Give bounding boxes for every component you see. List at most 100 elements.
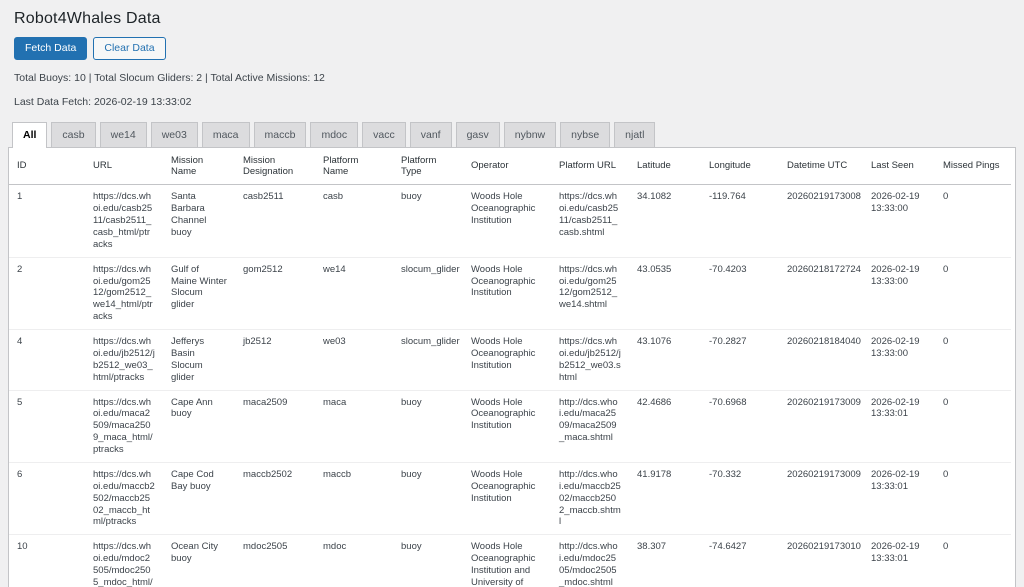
column-header-platform-name: Platform Name (315, 147, 393, 186)
cell: 20260219173009 (787, 396, 861, 408)
table-body: 1 https://dcs.whoi.edu/casb2511/casb2511_… (9, 185, 1011, 587)
column-header-missed-pings: Missed Pings (935, 147, 1011, 186)
cell: 0 (943, 396, 949, 408)
cell: 2026-02-19 13:33:01 (871, 396, 920, 420)
cell: 42.4686 (637, 396, 672, 408)
table-row: 4 https://dcs.whoi.edu/jb2512/jb2512_we03… (9, 330, 1011, 391)
cell: 2 (17, 263, 23, 275)
cell: 0 (943, 541, 949, 553)
cell: 0 (943, 336, 949, 348)
cell: https://dcs.whoi.edu/mdoc2505/mdoc2505_m… (93, 541, 153, 587)
tab-maccb[interactable]: maccb (253, 121, 307, 147)
table-row: 2 https://dcs.whoi.edu/gom2512/gom2512_we… (9, 257, 1011, 330)
cell: 0 (943, 263, 949, 275)
tab-vanf[interactable]: vanf (409, 121, 452, 147)
cell: -70.4203 (709, 263, 747, 275)
data-panel: ID URL Mission Name Mission Designation Plat… (8, 146, 1016, 587)
cell: buoy (401, 468, 422, 480)
cell: Cape Ann buoy (171, 396, 213, 420)
cell: https://dcs.whoi.edu/maccb2502/maccb2502… (93, 468, 155, 528)
missions-table: ID URL Mission Name Mission Designation Plat… (9, 147, 1011, 587)
cell: Woods Hole Oceanographic Institution (471, 263, 536, 299)
cell: Woods Hole Oceanographic Institution (471, 468, 536, 504)
cell: 34.1082 (637, 191, 672, 203)
column-header-url: URL (85, 147, 163, 186)
cell: casb (323, 191, 344, 203)
cell: Woods Hole Oceanographic Institution (471, 191, 536, 227)
tab-bar: All casb we14 we03 maca maccb mdoc vacc vanf gasv… (12, 121, 1016, 148)
toolbar: Fetch Data Clear Data (14, 37, 1016, 60)
cell: 20260218184040 (787, 336, 861, 348)
cell: we03 (323, 336, 346, 348)
table-head: ID URL Mission Name Mission Designation Plat… (9, 147, 1011, 186)
cell: 20260219173008 (787, 191, 861, 203)
cell: buoy (401, 541, 422, 553)
column-header-longitude: Longitude (701, 147, 779, 186)
column-header-mission-designation: Mission Designation (235, 147, 315, 186)
cell: 0 (943, 191, 949, 203)
cell: https://dcs.whoi.edu/gom2512/gom2512_we1… (559, 263, 618, 311)
tab-we03[interactable]: we03 (150, 121, 198, 147)
cell: slocum_glider (401, 263, 460, 275)
column-header-datetime-utc: Datetime UTC (779, 147, 863, 186)
column-header-last-seen: Last Seen (863, 147, 935, 186)
cell: Woods Hole Oceanographic Institution (471, 396, 536, 432)
cell: -70.6968 (709, 396, 747, 408)
tab-vacc[interactable]: vacc (362, 121, 406, 147)
cell: Santa Barbara Channel buoy (171, 191, 207, 238)
cell: 38.307 (637, 541, 667, 553)
cell: casb2511 (243, 191, 284, 203)
tab-gasv[interactable]: gasv (455, 121, 500, 147)
cell: Ocean City buoy (171, 541, 218, 565)
tab-all[interactable]: All (12, 121, 48, 148)
cell: buoy (401, 396, 422, 408)
column-header-mission-name: Mission Name (163, 147, 235, 186)
column-header-id: ID (9, 147, 85, 186)
cell: 2026-02-19 13:33:00 (871, 336, 920, 359)
tab-njatl[interactable]: njatl (614, 121, 656, 147)
fetch-data-button[interactable]: Fetch Data (14, 37, 88, 60)
tab-maca[interactable]: maca (201, 121, 250, 147)
cell: 0 (943, 468, 949, 480)
cell: https://dcs.whoi.edu/maca2509/maca2509_m… (93, 396, 153, 456)
cell: 2026-02-19 13:33:01 (871, 468, 920, 492)
cell: https://dcs.whoi.edu/jb2512/jb2512_we03_… (93, 336, 155, 383)
cell: slocum_glider (401, 336, 460, 348)
page-title: Robot4Whales Data (14, 10, 161, 27)
cell: Woods Hole Oceanographic Institution and… (471, 541, 536, 587)
cell: Woods Hole Oceanographic Institution (471, 336, 536, 371)
cell: http://dcs.whoi.edu/mdoc2505/mdoc2505_md… (559, 541, 618, 587)
cell: -70.332 (709, 468, 742, 480)
tab-nybnw[interactable]: nybnw (503, 121, 557, 147)
clear-data-button[interactable]: Clear Data (93, 37, 166, 60)
tab-casb[interactable]: casb (51, 121, 96, 147)
tab-mdoc[interactable]: mdoc (310, 121, 359, 147)
column-header-operator: Operator (463, 147, 551, 186)
totals-summary: Total Buoys: 10 | Total Slocum Gliders: … (14, 71, 325, 84)
cell: http://dcs.whoi.edu/maccb2502/maccb2502_… (559, 468, 621, 528)
cell: https://dcs.whoi.edu/gom2512/gom2512_we1… (93, 263, 153, 323)
cell: 43.1076 (637, 336, 672, 348)
cell: 20260219173009 (787, 468, 861, 480)
cell: -119.764 (709, 191, 746, 203)
cell: maccb2502 (243, 468, 293, 480)
tab-we14[interactable]: we14 (99, 121, 147, 147)
cell: 4 (17, 336, 23, 348)
cell: Cape Cod Bay buoy (171, 468, 214, 492)
cell: maca (323, 396, 347, 408)
table-row: 10 https://dcs.whoi.edu/mdoc2505/mdoc2505… (9, 535, 1011, 587)
cell: -74.6427 (709, 541, 747, 553)
cell: gom2512 (243, 263, 283, 275)
cell: https://dcs.whoi.edu/jb2512/jb2512_we03.… (559, 336, 621, 383)
cell: 10 (17, 541, 28, 553)
cell: 41.9178 (637, 468, 672, 480)
cell: 20260218172724 (787, 263, 861, 275)
cell: http://dcs.whoi.edu/maca2509/maca2509_ma… (559, 396, 618, 444)
cell: 43.0535 (637, 263, 672, 275)
cell: 6 (17, 468, 23, 480)
cell: 5 (17, 396, 23, 408)
cell: 2026-02-19 13:33:00 (871, 263, 920, 287)
tab-nybse[interactable]: nybse (560, 121, 611, 147)
cell: 2026-02-19 13:33:01 (871, 541, 920, 565)
cell: 1 (17, 191, 23, 203)
